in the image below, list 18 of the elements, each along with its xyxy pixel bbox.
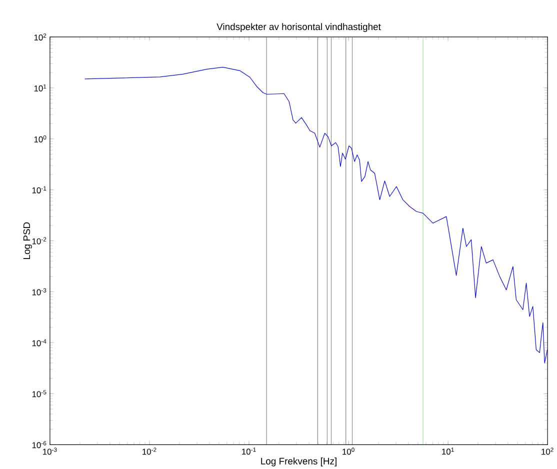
- y-tick-label: 10$^{-2}$: [32, 237, 46, 244]
- x-tick-label: 10$^{-1}$: [242, 448, 256, 455]
- y-tick-label: 10$^{0}$: [34, 135, 46, 142]
- y-tick-label: 10$^{-5}$: [32, 390, 46, 398]
- x-tick-label: 10$^{-3}$: [43, 448, 57, 455]
- x-axis-title: Log Frekvens [Hz]: [261, 457, 336, 466]
- x-tick-label: 10$^{0}$: [342, 448, 354, 455]
- y-tick-label: 10$^{-4}$: [32, 339, 46, 346]
- y-tick-label: 10$^{1}$: [34, 84, 46, 92]
- y-tick-label: 10$^{-6}$: [32, 441, 46, 448]
- x-tick-label: 10$^{2}$: [542, 448, 554, 455]
- y-tick-label: 10$^{-3}$: [32, 288, 46, 296]
- y-tick-label: 10$^{-1}$: [32, 186, 46, 194]
- chart-title: Vindspekter av horisontal vindhastighet: [216, 23, 381, 32]
- x-tick-label: 10$^{-2}$: [142, 448, 156, 455]
- x-tick-label: 10$^{1}$: [442, 448, 454, 455]
- y-tick-label: 10$^{2}$: [34, 33, 46, 40]
- y-axis-title: Log PSD: [23, 222, 32, 259]
